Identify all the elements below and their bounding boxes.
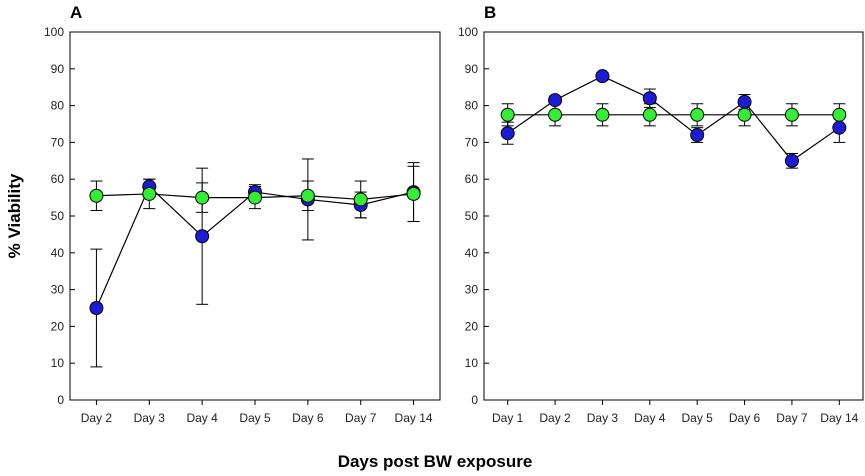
y-tick-label: 70 bbox=[465, 135, 479, 149]
panel-b-frame bbox=[483, 31, 864, 401]
x-tick-label: Day 3 bbox=[134, 411, 166, 425]
x-tick-label: Day 14 bbox=[395, 411, 433, 425]
data-point-blue-4 bbox=[690, 128, 705, 143]
y-tick-label: 20 bbox=[51, 319, 65, 333]
data-point-blue-2 bbox=[595, 69, 610, 84]
panel-b-series-lines bbox=[507, 75, 840, 162]
y-tick-label: 80 bbox=[51, 99, 65, 113]
panel-b: B 0 10 20 30 40 50 60 70 80 90 100 Day 1 Day 2 Day 3 D… bbox=[458, 3, 864, 425]
y-tick-label: 100 bbox=[44, 25, 64, 39]
data-point-green-3 bbox=[248, 190, 262, 205]
panel-b-letter: B bbox=[484, 3, 496, 22]
x-tick-label: Day 5 bbox=[682, 411, 714, 425]
x-tick-label: Day 2 bbox=[81, 411, 113, 425]
panel-b-points bbox=[500, 69, 847, 168]
x-tick-label: Day 4 bbox=[186, 411, 218, 425]
y-tick-label: 10 bbox=[51, 356, 65, 370]
y-tick-label: 30 bbox=[51, 283, 65, 297]
data-point-green-5 bbox=[737, 107, 752, 122]
data-point-green-1 bbox=[142, 186, 157, 201]
data-point-blue-0 bbox=[500, 126, 515, 141]
panel-a-frame bbox=[69, 31, 441, 401]
x-tick-label: Day 6 bbox=[292, 411, 324, 425]
y-tick-label: 30 bbox=[465, 283, 479, 297]
y-tick-label: 100 bbox=[458, 25, 478, 39]
data-point-green-1 bbox=[548, 107, 563, 122]
data-point-blue-5 bbox=[737, 94, 752, 109]
y-tick-label: 0 bbox=[471, 393, 478, 407]
x-tick-label: Day 2 bbox=[539, 411, 571, 425]
y-tick-label: 40 bbox=[51, 246, 65, 260]
panel-a-points bbox=[89, 179, 421, 315]
data-point-green-2 bbox=[595, 107, 610, 122]
x-tick-label: Day 14 bbox=[820, 411, 858, 425]
data-point-blue-0 bbox=[89, 301, 104, 315]
y-tick-label: 70 bbox=[51, 135, 65, 149]
y-tick-label: 40 bbox=[465, 246, 479, 260]
y-tick-label: 50 bbox=[51, 209, 65, 223]
y-tick-label: 90 bbox=[51, 62, 65, 76]
data-point-blue-7 bbox=[832, 120, 847, 135]
data-point-green-6 bbox=[784, 107, 799, 122]
data-point-green-7 bbox=[832, 107, 847, 122]
y-tick-label: 10 bbox=[465, 356, 479, 370]
panel-b-ticks: 0 10 20 30 40 50 60 70 80 90 100 Day 1 Day 2 Day 3 Day… bbox=[458, 25, 859, 425]
y-tick-label: 80 bbox=[465, 99, 479, 113]
data-point-green-5 bbox=[353, 192, 368, 207]
data-point-green-0 bbox=[89, 188, 104, 203]
y-tick-label: 50 bbox=[465, 209, 479, 223]
series-line-blue bbox=[507, 75, 840, 162]
data-point-blue-1 bbox=[548, 93, 563, 108]
panel-a: A 0 10 20 30 40 50 60 70 80 90 100 Day 2 Day 3 Day 4 D… bbox=[44, 3, 441, 425]
x-axis-title: Days post BW exposure bbox=[338, 452, 533, 471]
panel-a-letter: A bbox=[70, 3, 82, 22]
x-tick-label: Day 7 bbox=[776, 411, 808, 425]
x-tick-label: Day 7 bbox=[345, 411, 377, 425]
data-point-green-2 bbox=[195, 190, 210, 205]
data-point-blue-3 bbox=[642, 91, 657, 106]
y-axis-title: % Viability bbox=[5, 173, 24, 258]
y-tick-label: 20 bbox=[465, 319, 479, 333]
data-point-blue-6 bbox=[784, 153, 799, 168]
x-tick-label: Day 6 bbox=[729, 411, 761, 425]
x-tick-label: Day 1 bbox=[492, 411, 524, 425]
data-point-green-6 bbox=[406, 186, 421, 201]
data-point-green-4 bbox=[300, 188, 315, 203]
data-point-green-0 bbox=[500, 107, 515, 122]
x-tick-label: Day 3 bbox=[587, 411, 619, 425]
x-tick-label: Day 4 bbox=[634, 411, 666, 425]
y-tick-label: 60 bbox=[465, 172, 479, 186]
data-point-blue-2 bbox=[195, 229, 210, 244]
y-tick-label: 60 bbox=[51, 172, 65, 186]
y-tick-label: 0 bbox=[57, 393, 64, 407]
y-tick-label: 90 bbox=[465, 62, 479, 76]
panel-a-ticks: 0 10 20 30 40 50 60 70 80 90 100 Day 2 Day 3 Day 4 Day… bbox=[44, 25, 433, 425]
data-point-green-4 bbox=[690, 107, 705, 122]
data-point-green-3 bbox=[642, 107, 657, 122]
x-tick-label: Day 5 bbox=[239, 411, 271, 425]
